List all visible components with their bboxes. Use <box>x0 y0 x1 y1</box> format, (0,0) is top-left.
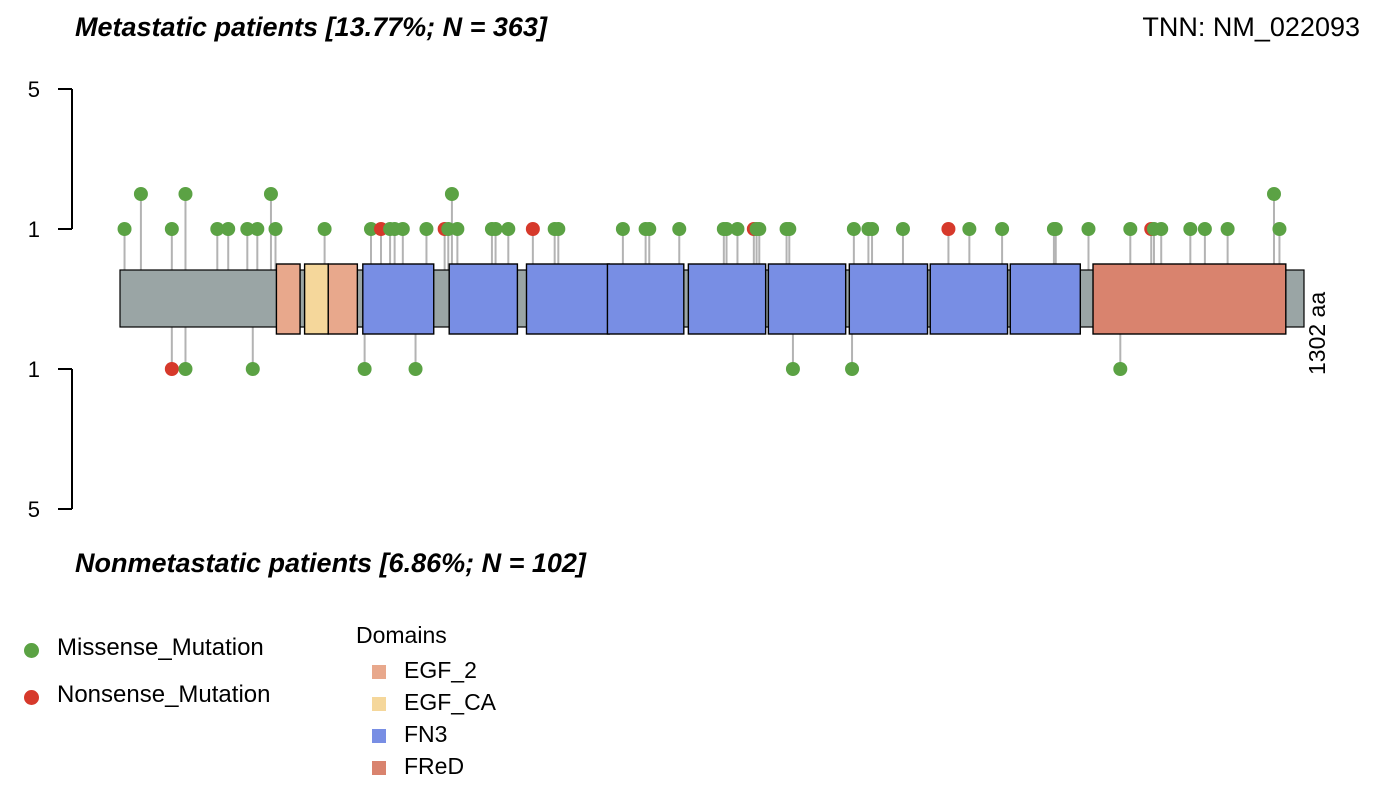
top-missense-point <box>395 222 410 236</box>
top-missense-point <box>210 222 225 236</box>
bottom-nonsense-point <box>164 362 179 376</box>
domain-fn3 <box>1009 263 1081 335</box>
y-axis-tick-label: 1 <box>28 217 40 242</box>
top-missense-point <box>221 222 236 236</box>
y-axis-tick-label: 1 <box>28 357 40 382</box>
legend-label: FReD <box>404 753 465 779</box>
top-missense-point <box>1048 222 1063 236</box>
top-missense-point <box>1081 222 1096 236</box>
missense-marker <box>24 643 39 658</box>
bottom-missense-point <box>408 362 423 376</box>
top-missense-point <box>1183 222 1198 236</box>
legend-label: EGF_2 <box>404 657 477 683</box>
top-nonsense-point <box>525 222 540 236</box>
legend-label: FN3 <box>404 721 448 747</box>
top-nonsense-point <box>941 222 956 236</box>
nonsense-marker <box>24 690 39 705</box>
bottom-missense-point <box>357 362 372 376</box>
top-missense-point <box>752 222 767 236</box>
top-missense-point <box>1266 187 1281 201</box>
domain-egf-ca <box>303 263 329 335</box>
domain-fn3 <box>767 263 847 335</box>
top-missense-point <box>719 222 734 236</box>
fred-swatch <box>372 761 386 775</box>
legend-label: Missense_Mutation <box>57 634 264 661</box>
legend-item-egfca: EGF_CA <box>356 689 496 721</box>
domain-fn3 <box>606 263 685 335</box>
top-missense-point <box>164 222 179 236</box>
top-missense-point <box>1220 222 1235 236</box>
bottom-missense-point <box>785 362 800 376</box>
domain-fn3 <box>929 263 1009 335</box>
legend-label: Nonsense_Mutation <box>57 681 271 708</box>
top-missense-point <box>672 222 687 236</box>
top-missense-point <box>846 222 861 236</box>
top-missense-point <box>240 222 255 236</box>
domain-fn3 <box>362 263 435 335</box>
bottom-missense-point <box>245 362 260 376</box>
legend-item-egf2: EGF_2 <box>356 657 477 689</box>
bottom-missense-point <box>845 362 860 376</box>
domain-fn3 <box>687 263 767 335</box>
domain-fn3 <box>448 263 519 335</box>
top-missense-point <box>133 187 148 201</box>
top-missense-point <box>995 222 1010 236</box>
top-missense-point <box>117 222 132 236</box>
domain-egf-2 <box>327 263 359 335</box>
top-missense-point <box>730 222 745 236</box>
egf2-swatch <box>372 665 386 679</box>
top-missense-point <box>501 222 516 236</box>
domain-legend: Domains EGF_2 EGF_CA FN3 FReD <box>356 622 496 785</box>
top-missense-point <box>962 222 977 236</box>
mutation-points <box>117 187 1287 376</box>
domain-fn3 <box>848 263 929 335</box>
top-missense-point <box>450 222 465 236</box>
top-missense-point <box>642 222 657 236</box>
top-missense-point <box>317 222 332 236</box>
bottom-missense-point <box>1113 362 1128 376</box>
top-missense-point <box>615 222 630 236</box>
bottom-missense-point <box>178 362 193 376</box>
domain-egf-2 <box>275 263 301 335</box>
top-missense-point <box>488 222 503 236</box>
domain-fred <box>1092 263 1287 335</box>
egfca-swatch <box>372 697 386 711</box>
top-missense-point <box>1123 222 1138 236</box>
top-missense-point <box>895 222 910 236</box>
top-missense-point <box>263 187 278 201</box>
top-missense-point <box>419 222 434 236</box>
gene-label: TNN: NM_022093 <box>1142 12 1360 42</box>
domain-legend-title: Domains <box>356 622 447 648</box>
bottom-title: Nonmetastatic patients [6.86%; N = 102] <box>75 548 586 578</box>
protein-track <box>119 263 1305 335</box>
y-axis-tick-label: 5 <box>28 497 40 522</box>
top-missense-point <box>865 222 880 236</box>
fn3-swatch <box>372 729 386 743</box>
top-missense-point <box>551 222 566 236</box>
top-missense-point <box>250 222 265 236</box>
top-missense-point <box>782 222 797 236</box>
top-missense-point <box>1272 222 1287 236</box>
legend-item-fred: FReD <box>356 753 464 785</box>
domain-fn3 <box>525 263 610 335</box>
top-missense-point <box>1197 222 1212 236</box>
y-axis-tick-label: 5 <box>28 77 40 102</box>
legend-item-fn3: FN3 <box>356 721 447 753</box>
top-title: Metastatic patients [13.77%; N = 363] <box>75 12 547 42</box>
legend-label: EGF_CA <box>404 689 497 715</box>
top-missense-point <box>1154 222 1169 236</box>
top-missense-point <box>444 187 459 201</box>
top-missense-point <box>268 222 283 236</box>
top-missense-point <box>363 222 378 236</box>
y-axes: 5 1 1 5 <box>28 77 73 522</box>
top-missense-point <box>178 187 193 201</box>
protein-length-label: 1302 aa <box>1304 292 1330 375</box>
